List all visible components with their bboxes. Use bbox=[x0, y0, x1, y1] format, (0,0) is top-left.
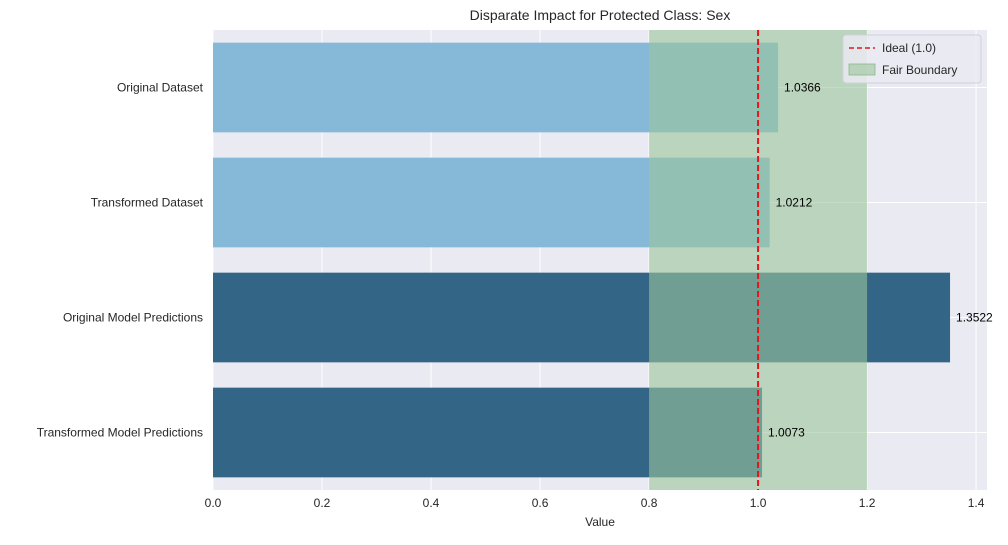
legend-ideal-label: Ideal (1.0) bbox=[882, 41, 936, 55]
legend-fair-boundary-label: Fair Boundary bbox=[882, 63, 957, 77]
x-tick-label: 1.2 bbox=[859, 496, 876, 510]
x-tick-labels: 0.0 0.2 0.4 0.6 0.8 1.0 1.2 1.4 bbox=[205, 496, 985, 510]
legend-fair-boundary-swatch bbox=[848, 63, 876, 76]
y-tick-label: Original Dataset bbox=[117, 81, 204, 95]
y-tick-labels: Original Dataset Transformed Dataset Origi… bbox=[37, 81, 204, 440]
data-labels: 1.0366 1.0212 1.3522 1.0073 bbox=[768, 81, 993, 440]
y-tick-label: Transformed Model Predictions bbox=[37, 426, 203, 440]
data-label: 1.0366 bbox=[784, 81, 821, 95]
data-label: 1.3522 bbox=[956, 311, 993, 325]
legend: Ideal (1.0) Fair Boundary bbox=[842, 34, 982, 84]
data-label: 1.0073 bbox=[768, 426, 805, 440]
y-tick-label: Original Model Predictions bbox=[63, 311, 203, 325]
x-tick-label: 0.4 bbox=[423, 496, 440, 510]
x-tick-label: 1.0 bbox=[750, 496, 767, 510]
y-tick-label: Transformed Dataset bbox=[91, 196, 204, 210]
x-tick-label: 0.8 bbox=[641, 496, 658, 510]
x-tick-label: 0.0 bbox=[205, 496, 222, 510]
x-tick-label: 1.4 bbox=[968, 496, 985, 510]
x-tick-label: 0.6 bbox=[532, 496, 549, 510]
x-axis-label: Value bbox=[585, 515, 615, 529]
x-tick-label: 0.2 bbox=[314, 496, 331, 510]
legend-box bbox=[842, 34, 982, 84]
chart-title: Disparate Impact for Protected Class: Se… bbox=[470, 7, 731, 23]
data-label: 1.0212 bbox=[776, 196, 813, 210]
